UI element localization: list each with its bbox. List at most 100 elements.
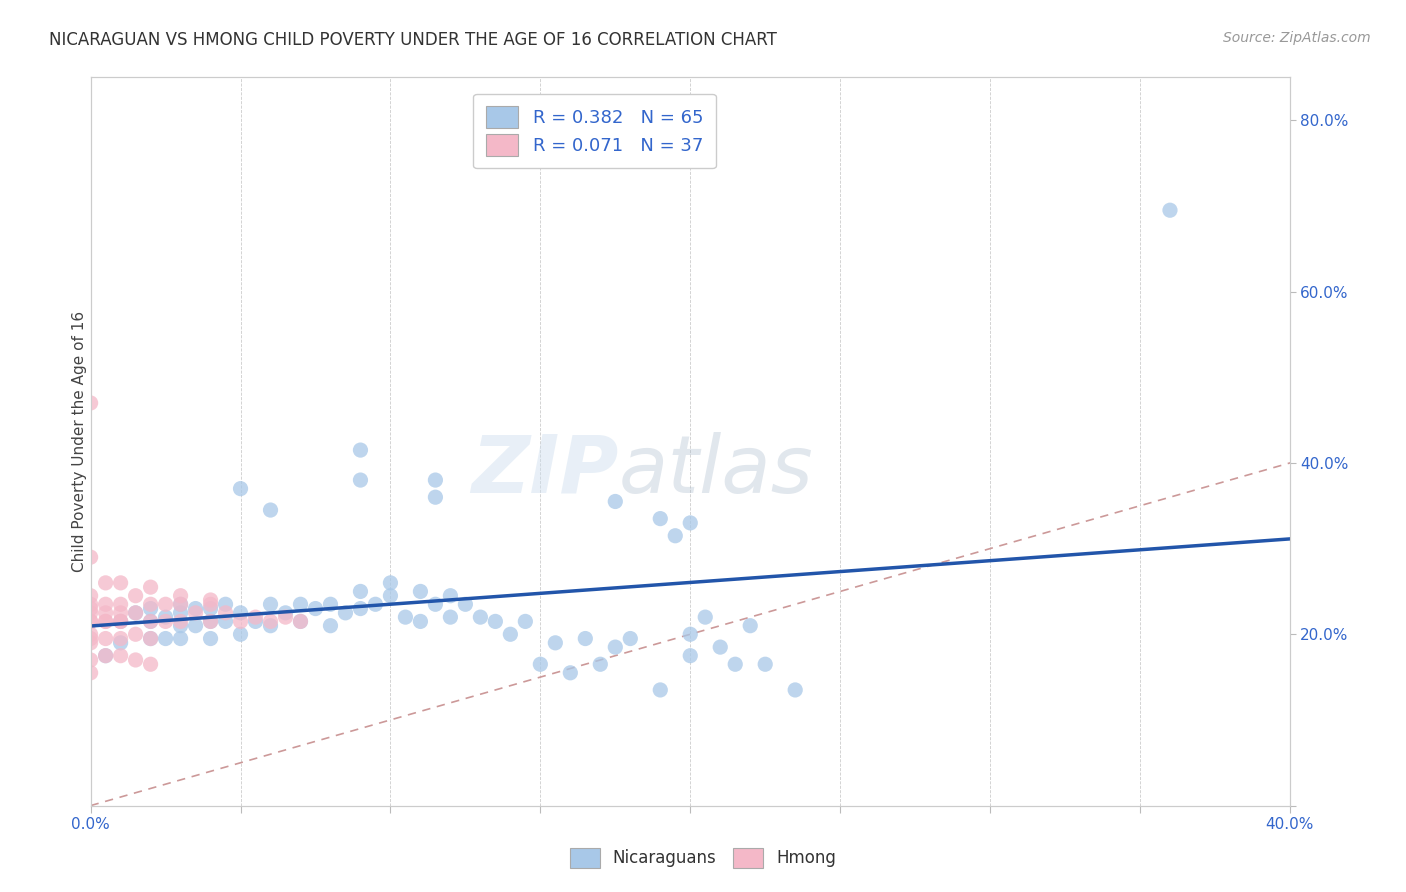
Legend: Nicaraguans, Hmong: Nicaraguans, Hmong [562, 841, 844, 875]
Point [110, 636, 132, 650]
Point [679, 648, 702, 663]
Point [124, 606, 146, 620]
Point [79, 632, 101, 646]
Point [94, 615, 117, 629]
Point [124, 653, 146, 667]
Point [169, 618, 191, 632]
Point [499, 627, 522, 641]
Point [560, 665, 582, 680]
Point [79, 589, 101, 603]
Point [79, 665, 101, 680]
Point [79, 597, 101, 611]
Point [155, 597, 177, 611]
Point [155, 632, 177, 646]
Point [110, 575, 132, 590]
Point [214, 615, 236, 629]
Point [79, 550, 101, 565]
Point [349, 443, 371, 458]
Point [214, 597, 236, 611]
Point [124, 589, 146, 603]
Point [79, 627, 101, 641]
Point [1159, 203, 1181, 218]
Point [139, 657, 162, 672]
Point [200, 593, 222, 607]
Point [349, 584, 371, 599]
Point [94, 615, 117, 629]
Text: NICARAGUAN VS HMONG CHILD POVERTY UNDER THE AGE OF 16 CORRELATION CHART: NICARAGUAN VS HMONG CHILD POVERTY UNDER … [49, 31, 778, 49]
Point [110, 648, 132, 663]
Point [394, 610, 416, 624]
Point [290, 597, 312, 611]
Point [169, 632, 191, 646]
Point [169, 615, 191, 629]
Point [259, 503, 281, 517]
Point [650, 682, 672, 697]
Point [245, 610, 267, 624]
Point [200, 632, 222, 646]
Point [110, 615, 132, 629]
Point [304, 601, 326, 615]
Point [79, 606, 101, 620]
Point [94, 575, 117, 590]
Point [139, 601, 162, 615]
Point [605, 640, 627, 654]
Point [259, 618, 281, 632]
Point [484, 615, 506, 629]
Point [200, 601, 222, 615]
Point [94, 632, 117, 646]
Point [409, 584, 432, 599]
Point [110, 606, 132, 620]
Point [619, 632, 641, 646]
Point [110, 615, 132, 629]
Point [94, 648, 117, 663]
Point [169, 597, 191, 611]
Point [754, 657, 776, 672]
Point [709, 640, 731, 654]
Point [79, 601, 101, 615]
Point [229, 627, 252, 641]
Point [319, 597, 342, 611]
Point [139, 632, 162, 646]
Point [274, 606, 297, 620]
Point [139, 597, 162, 611]
Point [589, 657, 612, 672]
Point [79, 615, 101, 629]
Point [724, 657, 747, 672]
Point [79, 636, 101, 650]
Point [169, 589, 191, 603]
Point [380, 589, 402, 603]
Legend: R = 0.382   N = 65, R = 0.071   N = 37: R = 0.382 N = 65, R = 0.071 N = 37 [472, 94, 716, 169]
Point [335, 606, 357, 620]
Point [470, 610, 492, 624]
Point [695, 610, 717, 624]
Point [184, 601, 207, 615]
Point [155, 615, 177, 629]
Point [229, 615, 252, 629]
Point [650, 511, 672, 525]
Point [290, 615, 312, 629]
Point [200, 597, 222, 611]
Y-axis label: Child Poverty Under the Age of 16: Child Poverty Under the Age of 16 [72, 311, 87, 572]
Point [79, 653, 101, 667]
Text: atlas: atlas [619, 432, 813, 509]
Point [259, 615, 281, 629]
Point [110, 615, 132, 629]
Point [574, 632, 596, 646]
Point [259, 597, 281, 611]
Point [94, 648, 117, 663]
Point [200, 615, 222, 629]
Point [319, 618, 342, 632]
Point [124, 627, 146, 641]
Point [79, 396, 101, 410]
Point [245, 615, 267, 629]
Point [740, 618, 762, 632]
Point [229, 482, 252, 496]
Point [124, 606, 146, 620]
Point [184, 606, 207, 620]
Point [679, 627, 702, 641]
Point [425, 473, 447, 487]
Point [110, 632, 132, 646]
Point [425, 490, 447, 504]
Point [139, 580, 162, 594]
Point [139, 632, 162, 646]
